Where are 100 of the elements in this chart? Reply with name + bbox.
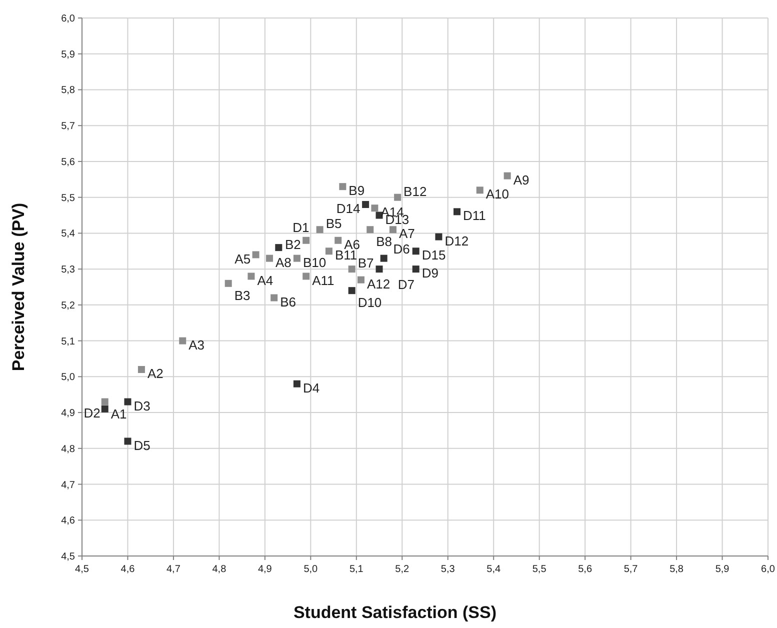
point	[293, 380, 300, 388]
y-tick-label: 5,0	[61, 372, 76, 384]
y-tick-label: 4,8	[61, 444, 76, 455]
x-tick-label: 4,5	[75, 564, 90, 575]
point	[394, 194, 402, 201]
annotation: D12	[444, 233, 469, 248]
point	[252, 251, 260, 258]
y-tick-label: 4,7	[61, 480, 76, 491]
point	[339, 183, 346, 190]
point	[412, 248, 420, 255]
annotation: A8	[276, 254, 292, 270]
point	[362, 201, 370, 208]
y-tick-label: 5,9	[61, 49, 76, 60]
x-tick-label: 5,9	[715, 564, 730, 575]
point	[138, 366, 145, 373]
point	[412, 266, 420, 273]
annotation: D2	[84, 405, 100, 420]
point	[371, 204, 378, 212]
x-axis-title: Student Satisfaction (SS)	[293, 603, 497, 622]
annotation: D6	[393, 242, 410, 257]
annotation: B8	[376, 234, 392, 250]
annotation: A10	[486, 186, 510, 202]
point	[380, 254, 388, 262]
y-tick-label: 5,3	[61, 264, 76, 276]
annotation: A9	[513, 172, 530, 188]
y-tick-label: 5,5	[61, 192, 76, 204]
annotation: A1	[110, 406, 127, 422]
point	[179, 337, 186, 344]
point	[302, 236, 310, 244]
y-tick-label: 5,4	[61, 228, 76, 240]
annotation: A5	[234, 251, 251, 266]
point	[316, 226, 324, 234]
annotation: D11	[463, 208, 486, 224]
point	[334, 236, 342, 244]
point	[435, 233, 442, 240]
annotation: B10	[302, 254, 326, 270]
point	[476, 186, 484, 194]
annotation: B2	[284, 236, 301, 252]
annotation: A4	[257, 272, 274, 288]
annotation: D5	[134, 438, 150, 453]
annotation: A3	[188, 337, 205, 352]
annotation: B7	[358, 256, 374, 271]
point	[266, 254, 274, 262]
point	[357, 276, 364, 284]
x-tick-label: 5,4	[486, 564, 501, 575]
point	[124, 438, 132, 445]
y-axis-title: Perceived Value (PV)	[9, 202, 28, 372]
annotation: A12	[366, 276, 390, 292]
x-tick-label: 6,0	[761, 564, 776, 575]
y-tick-label: 5,2	[61, 300, 76, 312]
x-tick-label: 5,8	[670, 564, 684, 575]
annotation: D15	[422, 248, 446, 263]
x-tick-label: 4,8	[212, 564, 227, 575]
y-tick-label: 5,6	[61, 156, 76, 168]
point	[248, 272, 255, 280]
point	[302, 272, 310, 280]
annotation: B5	[326, 216, 342, 232]
x-tick-label: 5,3	[440, 564, 456, 575]
annotation: D3	[134, 398, 150, 414]
x-tick-label: 4,9	[258, 564, 272, 575]
point	[275, 244, 282, 252]
x-tick-label: 4,7	[166, 564, 181, 575]
y-tick-label: 5,1	[61, 336, 76, 348]
y-tick-label: 5,8	[61, 85, 76, 96]
annotation: D7	[398, 276, 414, 292]
x-tick-label: 5,2	[395, 564, 410, 575]
y-tick-label: 5,7	[61, 121, 76, 132]
x-tick-label: 5,7	[624, 564, 638, 575]
point	[224, 280, 232, 287]
point	[293, 254, 300, 262]
point	[348, 266, 356, 273]
annotation: A2	[147, 366, 164, 382]
annotation: D1	[292, 220, 310, 236]
annotation: D4	[302, 380, 320, 396]
annotation: B3	[234, 288, 250, 303]
annotation: B9	[348, 183, 365, 198]
annotation: B12	[404, 184, 427, 199]
x-tick-label: 5,1	[349, 564, 364, 575]
point	[270, 294, 278, 302]
point	[376, 266, 383, 273]
annotation: A7	[398, 226, 415, 242]
x-tick-label: 5,0	[304, 564, 318, 575]
y-tick-label: 4,5	[61, 552, 76, 562]
point	[504, 172, 511, 180]
annotation: B6	[280, 294, 296, 310]
y-tick-label: 4,9	[61, 408, 76, 420]
annotation: A11	[312, 272, 334, 288]
y-tick-label: 6,0	[61, 14, 76, 24]
annotation: D9	[422, 266, 438, 281]
annotation: D14	[336, 201, 360, 216]
annotation: D10	[358, 295, 382, 310]
point	[101, 398, 108, 406]
point	[389, 226, 396, 234]
point	[325, 248, 332, 255]
x-tick-label: 4,6	[120, 564, 136, 575]
point	[124, 398, 132, 406]
point	[454, 208, 461, 216]
x-tick-label: 5,6	[578, 564, 592, 575]
point	[348, 287, 356, 294]
y-tick-label: 4,6	[61, 516, 76, 527]
